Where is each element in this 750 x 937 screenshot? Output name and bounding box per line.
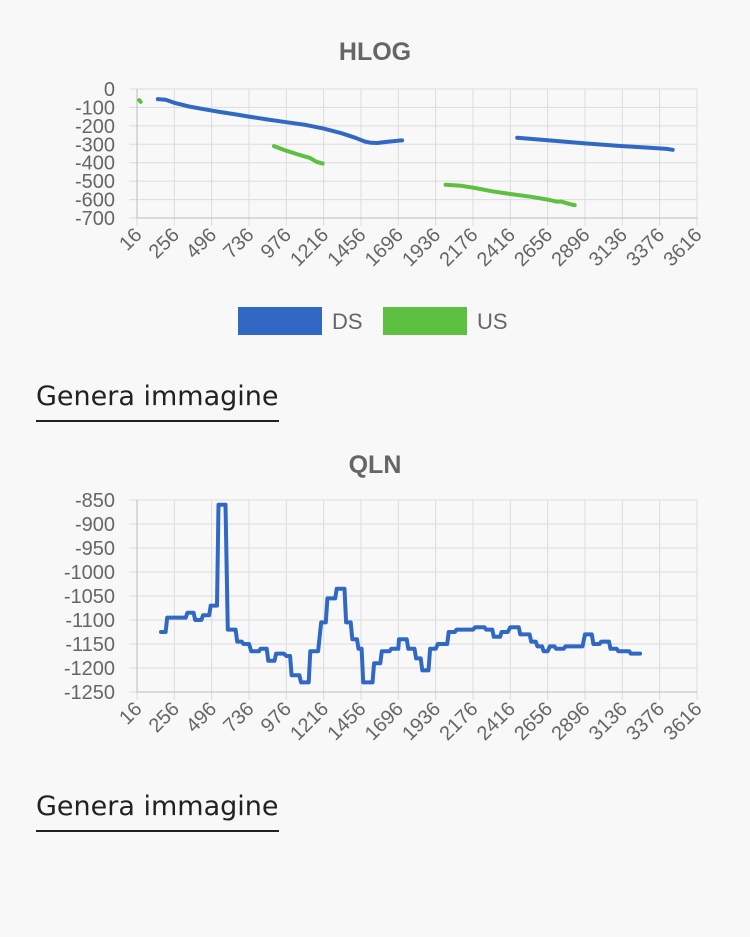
- y-tick-label: -1200: [64, 658, 115, 680]
- x-tick-label: 3376: [622, 698, 669, 745]
- y-tick-label: -950: [75, 538, 115, 560]
- y-tick-label: -1000: [64, 562, 115, 584]
- qln-grid: [129, 499, 698, 700]
- ds-series-line: [515, 135, 675, 152]
- qln-chart-svg: QLN -850-900-950-1000-1050-1100-1150-120…: [64, 451, 707, 745]
- y-tick-label: -1150: [65, 634, 115, 656]
- x-tick-label: 3136: [585, 698, 632, 745]
- x-tick-label: 2176: [436, 224, 483, 271]
- hlog-lines: [137, 97, 675, 208]
- x-tick-label: 1696: [361, 698, 408, 745]
- generate-image-link-hlog[interactable]: Genera immagine: [36, 381, 279, 422]
- x-tick-label: 2896: [548, 224, 595, 271]
- x-tick-label: 2176: [436, 698, 483, 745]
- x-tick-label: 1456: [324, 224, 371, 271]
- us-series-line: [443, 182, 577, 208]
- hlog-chart-title: HLOG: [339, 38, 411, 66]
- x-tick-label: 496: [182, 698, 221, 737]
- qln-lines: [159, 502, 643, 685]
- y-tick-label: 0: [104, 79, 115, 101]
- qln-chart: QLN -850 -900 -950 -1000 -1050 -1100 -1150 -120…: [0, 430, 750, 760]
- hlog-chart-svg: HLOG 0-100-200-300-400-500-600-700162564…: [75, 38, 707, 335]
- x-tick-label: 3136: [585, 224, 632, 271]
- x-tick-label: 2416: [473, 224, 520, 271]
- y-tick-label: -900: [75, 514, 115, 536]
- x-tick-label: 16: [115, 698, 146, 729]
- generate-image-link-qln[interactable]: Genera immagine: [36, 791, 279, 832]
- qln-tick-labels: -850-900-950-1000-1050-1100-1150-1200-12…: [64, 490, 707, 745]
- legend-us-swatch: [383, 307, 467, 335]
- x-tick-label: 2416: [473, 698, 520, 745]
- x-tick-label: 3616: [660, 698, 707, 745]
- legend-us-label: US: [477, 309, 508, 334]
- x-tick-label: 496: [182, 224, 221, 263]
- x-tick-label: 16: [115, 224, 146, 255]
- ds-series-line: [155, 97, 405, 145]
- y-tick-label: -500: [75, 171, 115, 193]
- x-tick-label: 2656: [510, 698, 557, 745]
- x-tick-label: 3376: [622, 224, 669, 271]
- y-tick-label: -850: [75, 490, 115, 512]
- us-series-line: [137, 98, 143, 104]
- hlog-legend: DS US: [238, 307, 508, 335]
- qln-chart-title: QLN: [349, 451, 402, 479]
- y-tick-label: -1100: [65, 610, 115, 632]
- hlog-chart: HLOG 0 -100 -200 -300 -400 -500 -600 -700 16 256 4…: [0, 0, 750, 350]
- x-tick-label: 1936: [398, 698, 445, 745]
- x-tick-label: 3616: [660, 224, 707, 271]
- x-tick-label: 1456: [324, 698, 371, 745]
- y-tick-label: -700: [75, 208, 115, 230]
- y-tick-label: -1050: [64, 586, 115, 608]
- y-tick-label: -400: [75, 153, 115, 175]
- x-tick-label: 1216: [286, 224, 333, 271]
- x-tick-label: 1696: [361, 224, 408, 271]
- x-tick-label: 1216: [286, 698, 333, 745]
- y-tick-label: -1250: [64, 682, 115, 704]
- y-tick-label: -600: [75, 190, 115, 212]
- x-tick-label: 256: [145, 698, 184, 737]
- y-tick-label: -300: [75, 134, 115, 156]
- legend-ds-swatch: [238, 307, 322, 335]
- x-tick-label: 736: [219, 224, 258, 263]
- x-tick-label: 2896: [548, 698, 595, 745]
- x-tick-label: 736: [219, 698, 258, 737]
- us-series-line: [271, 144, 325, 166]
- x-tick-label: 1936: [398, 224, 445, 271]
- y-tick-label: -200: [75, 116, 115, 138]
- qln-series-line: [159, 502, 643, 685]
- x-tick-label: 2656: [510, 224, 557, 271]
- y-tick-label: -100: [75, 97, 115, 119]
- legend-ds-label: DS: [332, 309, 363, 334]
- x-tick-label: 256: [145, 224, 184, 263]
- hlog-grid: [129, 88, 698, 226]
